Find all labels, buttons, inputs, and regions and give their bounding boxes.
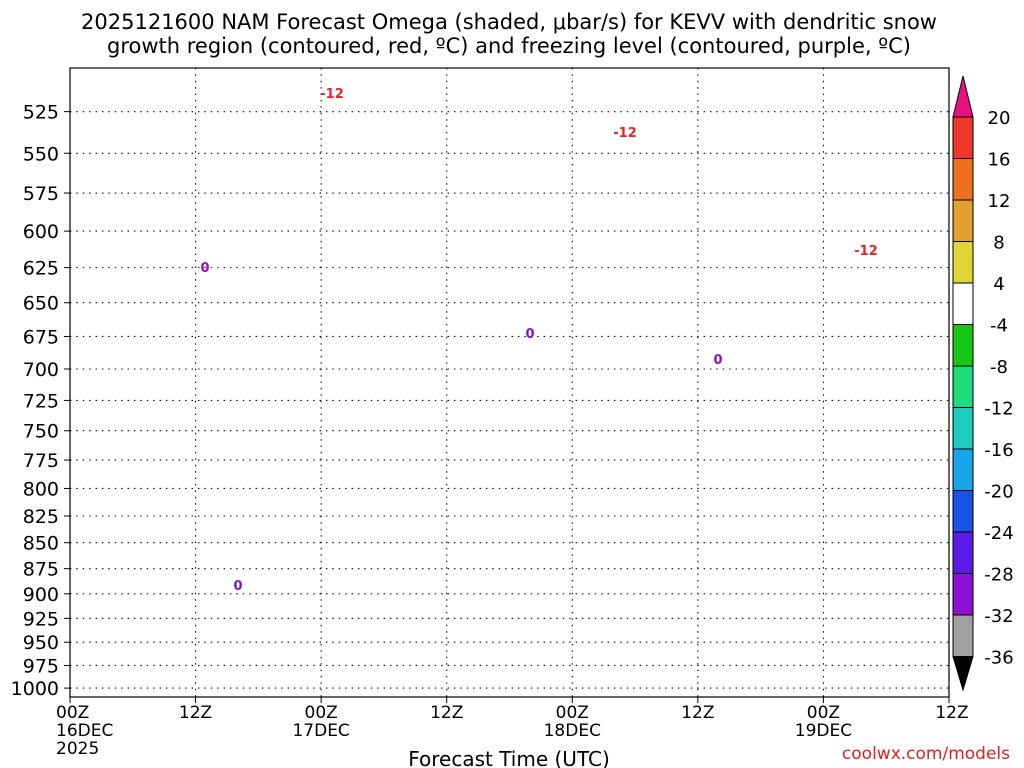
colorbar-label: -16 bbox=[984, 440, 1013, 461]
contour-label-freezing-1: 0 bbox=[200, 261, 209, 276]
colorbar-segment bbox=[952, 531, 974, 574]
y-tick-label: 875 bbox=[23, 559, 59, 581]
x-tick-label: 18DEC bbox=[544, 721, 601, 741]
x-tick-label: 12Z bbox=[681, 703, 714, 723]
colorbar-arrow-bottom bbox=[952, 656, 974, 692]
colorbar-label: -4 bbox=[990, 316, 1008, 337]
x-tick-label: 00Z bbox=[56, 703, 89, 723]
colorbar-segment bbox=[952, 241, 974, 284]
colorbar-label: -8 bbox=[990, 357, 1008, 378]
x-tick-label: 12Z bbox=[935, 703, 968, 723]
grid-lines bbox=[70, 68, 949, 697]
y-tick-label: 525 bbox=[23, 102, 59, 124]
colorbar-label: -24 bbox=[984, 523, 1013, 544]
x-tick-label: 00Z bbox=[556, 703, 589, 723]
contour-label-dgz-1: -12 bbox=[320, 87, 344, 102]
y-tick-label: 975 bbox=[23, 655, 59, 677]
colorbar-segment bbox=[952, 573, 974, 616]
y-tick-label: 775 bbox=[23, 450, 59, 472]
x-tick-label: 12Z bbox=[430, 703, 463, 723]
colorbar-label: -12 bbox=[984, 399, 1013, 420]
colorbar-label: 20 bbox=[988, 108, 1011, 129]
y-tick-label: 800 bbox=[23, 478, 59, 500]
colorbar-segment bbox=[952, 282, 974, 325]
contour-labels: -12 -12 -12 0 0 0 0 bbox=[200, 87, 877, 594]
colorbar-label: -36 bbox=[984, 648, 1013, 669]
colorbar-segment bbox=[952, 158, 974, 201]
colorbar-label: 16 bbox=[988, 150, 1011, 171]
contour-label-dgz-3: -12 bbox=[854, 244, 878, 259]
x-tick-label: 12Z bbox=[179, 703, 212, 723]
colorbar-segment bbox=[952, 407, 974, 450]
colorbar-label: -32 bbox=[984, 606, 1013, 627]
x-tick-label: 00Z bbox=[305, 703, 338, 723]
colorbar-label: 4 bbox=[993, 274, 1004, 295]
y-tick-label: 750 bbox=[23, 421, 59, 443]
y-tick-label: 900 bbox=[23, 584, 59, 606]
chart-title-line-2: growth region (contoured, red, ºC) and f… bbox=[107, 34, 911, 58]
colorbar-label: 12 bbox=[988, 191, 1011, 212]
colorbar-segment bbox=[952, 324, 974, 367]
colorbar: 20 16 12 8 4 -4 -8 -12 -16 -20 -24 -28 -32 -36 bbox=[952, 75, 1014, 692]
y-tick-label: 650 bbox=[23, 293, 59, 315]
x-tick-label: 17DEC bbox=[292, 721, 349, 741]
colorbar-label: 8 bbox=[993, 233, 1004, 254]
y-tick-label: 625 bbox=[23, 258, 59, 280]
y-tick-label: 575 bbox=[23, 183, 59, 205]
y-tick-label: 700 bbox=[23, 359, 59, 381]
colorbar-label: -20 bbox=[984, 482, 1013, 503]
y-tick-label: 725 bbox=[23, 390, 59, 412]
chart-title-line-1: 2025121600 NAM Forecast Omega (shaded, μ… bbox=[81, 10, 937, 34]
y-axis: 525 550 575 600 625 650 675 700 725 750 775 800 825 8… bbox=[11, 102, 70, 700]
y-tick-label: 550 bbox=[23, 143, 59, 165]
title-block: 2025121600 NAM Forecast Omega (shaded, μ… bbox=[81, 10, 937, 58]
y-tick-label: 675 bbox=[23, 326, 59, 348]
colorbar-arrow-top bbox=[952, 75, 974, 118]
contour-label-freezing-3: 0 bbox=[713, 353, 722, 368]
x-axis-label: Forecast Time (UTC) bbox=[408, 747, 610, 768]
colorbar-label: -28 bbox=[984, 565, 1013, 586]
x-tick-label: 16DEC bbox=[56, 721, 113, 741]
x-tick-label: 2025 bbox=[56, 739, 99, 759]
x-tick-label: 00Z bbox=[807, 703, 840, 723]
x-tick-label: 19DEC bbox=[795, 721, 852, 741]
y-tick-label: 950 bbox=[23, 632, 59, 654]
credit-text: coolwx.com/models bbox=[842, 744, 1010, 764]
colorbar-segment bbox=[952, 448, 974, 491]
colorbar-segment bbox=[952, 614, 974, 657]
y-tick-label: 1000 bbox=[11, 678, 59, 700]
y-tick-label: 925 bbox=[23, 608, 59, 630]
contour-label-dgz-2: -12 bbox=[613, 126, 637, 141]
colorbar-segment bbox=[952, 116, 974, 159]
contour-label-freezing-2: 0 bbox=[525, 327, 534, 342]
y-tick-label: 850 bbox=[23, 533, 59, 555]
y-tick-label: 825 bbox=[23, 506, 59, 528]
contour-label-freezing-4: 0 bbox=[233, 579, 242, 594]
colorbar-segment bbox=[952, 199, 974, 242]
plot-area bbox=[70, 68, 949, 697]
y-tick-label: 600 bbox=[23, 221, 59, 243]
colorbar-segment bbox=[952, 490, 974, 533]
colorbar-segment bbox=[952, 365, 974, 408]
plot-frame bbox=[69, 67, 950, 698]
